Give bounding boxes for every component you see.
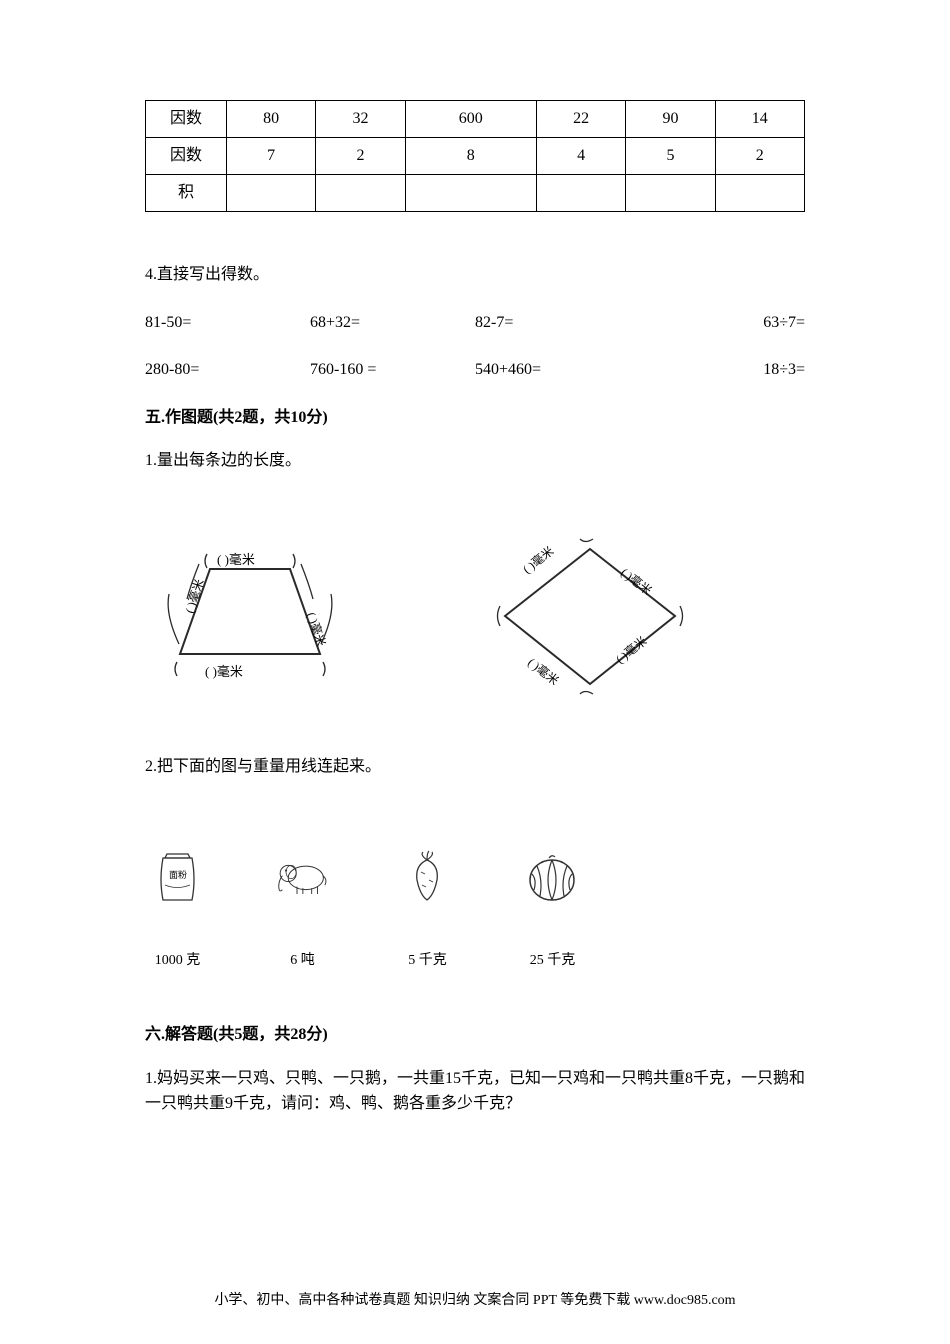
- row-label: 积: [146, 175, 227, 212]
- table-cell: [626, 175, 715, 212]
- connect-row: 面粉 1000 克: [145, 850, 805, 972]
- connect-item-elephant: 6 吨: [275, 850, 330, 972]
- arith-cell: 18÷3=: [640, 357, 805, 383]
- connect-item-watermelon: 25 千克: [525, 850, 580, 972]
- trapezoid-top-label: ( )毫米: [217, 552, 255, 567]
- page-footer: 小学、初中、高中各种试卷真题 知识归纳 文案合同 PPT 等免费下载 www.d…: [0, 1289, 950, 1309]
- radish-icon: [400, 850, 455, 905]
- arith-cell: 82-7=: [475, 310, 640, 336]
- factor-table: 因数 80 32 600 22 90 14 因数 7 2 8 4 5 2 积: [145, 100, 805, 212]
- table-cell: [536, 175, 625, 212]
- table-cell: 5: [626, 138, 715, 175]
- shapes-row: ( )毫米 ( )毫米 ( )毫米 ( )毫米 ( )毫米 ( )毫米 ( )毫…: [145, 534, 805, 704]
- diamond-tr-label: ( )毫米: [618, 565, 655, 598]
- trapezoid-left-label: ( )毫米: [182, 577, 207, 615]
- table-cell: [405, 175, 536, 212]
- section5-q1: 1.量出每条边的长度。: [145, 448, 805, 474]
- section5-q2: 2.把下面的图与重量用线连起来。: [145, 754, 805, 780]
- table-cell: [316, 175, 405, 212]
- arith-cell: 760-160 =: [310, 357, 475, 383]
- arith-cell: 540+460=: [475, 357, 640, 383]
- table-cell: [715, 175, 804, 212]
- table-cell: 90: [626, 101, 715, 138]
- diamond-br-label: ( )毫米: [613, 633, 650, 666]
- row-label: 因数: [146, 138, 227, 175]
- diamond-bl-label: ( )毫米: [525, 655, 562, 688]
- table-cell: [227, 175, 316, 212]
- table-cell: 4: [536, 138, 625, 175]
- page-content: 因数 80 32 600 22 90 14 因数 7 2 8 4 5 2 积 4: [0, 0, 950, 1187]
- diamond-shape: ( )毫米 ( )毫米 ( )毫米 ( )毫米: [485, 534, 695, 704]
- arith-row-2: 280-80= 760-160 = 540+460= 18÷3=: [145, 357, 805, 383]
- table-cell: 32: [316, 101, 405, 138]
- section5-heading: 五.作图题(共2题，共10分): [145, 405, 805, 431]
- table-row: 因数 7 2 8 4 5 2: [146, 138, 805, 175]
- q4-heading: 4.直接写出得数。: [145, 262, 805, 288]
- section6-heading: 六.解答题(共5题，共28分): [145, 1022, 805, 1048]
- connect-item-flour: 面粉 1000 克: [150, 850, 205, 972]
- svg-text:面粉: 面粉: [169, 869, 187, 880]
- connect-item-radish: 5 千克: [400, 850, 455, 972]
- connect-label: 6 吨: [290, 950, 315, 972]
- arith-cell: 280-80=: [145, 357, 310, 383]
- arith-cell: 63÷7=: [640, 310, 805, 336]
- diamond-tl-label: ( )毫米: [520, 543, 557, 576]
- table-cell: 2: [715, 138, 804, 175]
- table-cell: 7: [227, 138, 316, 175]
- table-cell: 8: [405, 138, 536, 175]
- table-cell: 600: [405, 101, 536, 138]
- row-label: 因数: [146, 101, 227, 138]
- table-cell: 80: [227, 101, 316, 138]
- trapezoid-right-label: ( )毫米: [304, 610, 329, 648]
- connect-label: 25 千克: [530, 950, 576, 972]
- table-row: 积: [146, 175, 805, 212]
- connect-label: 1000 克: [155, 950, 201, 972]
- connect-label: 5 千克: [408, 950, 447, 972]
- arith-cell: 81-50=: [145, 310, 310, 336]
- table-cell: 2: [316, 138, 405, 175]
- table-cell: 14: [715, 101, 804, 138]
- elephant-icon: [275, 850, 330, 905]
- trapezoid-bottom-label: ( )毫米: [205, 664, 243, 679]
- table-cell: 22: [536, 101, 625, 138]
- watermelon-icon: [525, 850, 580, 905]
- section6-q1: 1.妈妈买来一只鸡、只鸭、一只鹅，一共重15千克，已知一只鸡和一只鸭共重8千克，…: [145, 1066, 805, 1117]
- arith-cell: 68+32=: [310, 310, 475, 336]
- flour-bag-icon: 面粉: [150, 850, 205, 905]
- arith-row-1: 81-50= 68+32= 82-7= 63÷7=: [145, 310, 805, 336]
- trapezoid-shape: ( )毫米 ( )毫米 ( )毫米 ( )毫米: [155, 534, 345, 694]
- table-row: 因数 80 32 600 22 90 14: [146, 101, 805, 138]
